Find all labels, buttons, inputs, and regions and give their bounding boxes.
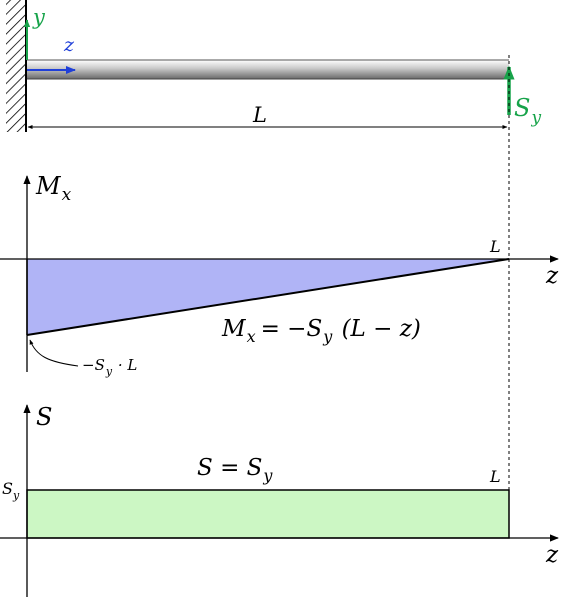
shear-equation: S = Sy (197, 455, 273, 485)
shear-area (26, 489, 510, 539)
shear-end-label: L (489, 467, 501, 486)
shear-axis-label: S (36, 403, 52, 431)
moment-min-annotation: −Sy · L (82, 356, 137, 378)
load-label: Sy (514, 94, 541, 128)
moment-z-label: z (545, 263, 559, 289)
shear-left-value: Sy (2, 479, 20, 502)
beam-body (27, 59, 509, 80)
z-axis-label: z (63, 34, 75, 56)
length-label: L (252, 103, 267, 127)
moment-line (26, 258, 510, 336)
moment-axis-label: Mx (35, 172, 72, 205)
shear-z-label: z (545, 542, 559, 568)
moment-annotation-pointer (29, 339, 79, 367)
y-axis-label: y (32, 5, 46, 29)
moment-equation: Mx = −Sy (L − z) (221, 316, 421, 346)
fixed-support-wall (6, 0, 27, 132)
moment-end-label: L (489, 237, 501, 256)
